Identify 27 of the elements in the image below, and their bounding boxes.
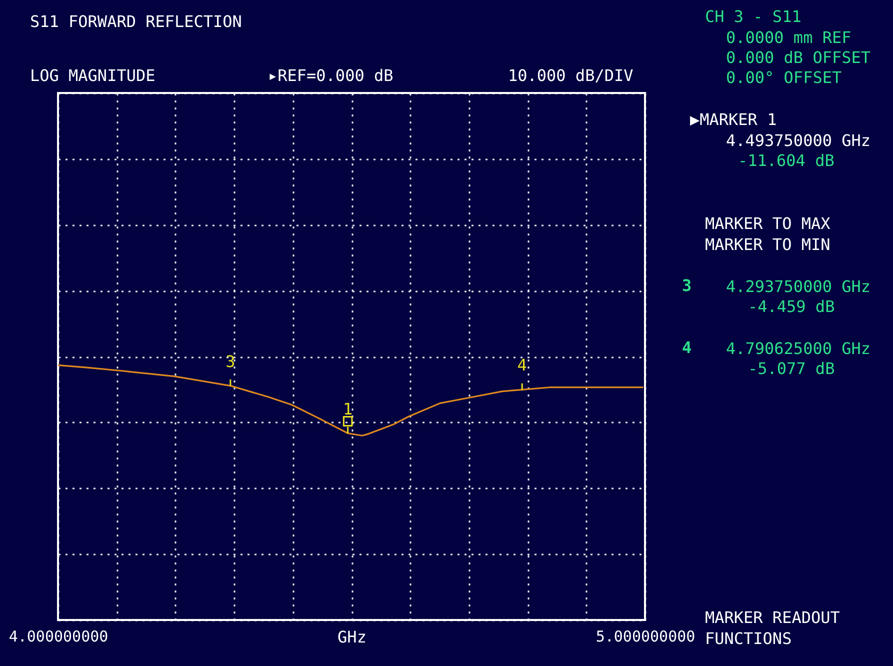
text: 4 — [682, 338, 692, 357]
text: 0.0000 mm REF — [726, 28, 852, 47]
text: 0.00° OFFSET — [726, 68, 842, 87]
annotation: 1 — [343, 399, 353, 418]
text: LOG MAGNITUDE — [30, 66, 156, 85]
text: ▶MARKER 1 — [690, 110, 777, 129]
text: -5.077 dB — [748, 359, 835, 378]
text: 4.293750000 GHz — [726, 277, 870, 296]
text: 10.000 dB/DIV — [508, 66, 634, 85]
x-axis-title: GHz — [338, 628, 366, 646]
x-tick-label: 5.000000000 — [596, 628, 696, 646]
text: 3 — [682, 276, 692, 295]
annotation: 3 — [226, 352, 236, 371]
chart-title: S11 FORWARD REFLECTION — [30, 12, 242, 31]
annotation: 4 — [517, 356, 527, 375]
text: MARKER TO MAX — [705, 214, 831, 233]
text: 0.000 dB OFFSET — [726, 48, 871, 67]
text: ▸REF=0.000 dB — [268, 66, 394, 85]
text: MARKER TO MIN — [705, 235, 830, 254]
text: 4.790625000 GHz — [726, 339, 870, 358]
text: CH 3 - S11 — [705, 7, 802, 26]
x-tick-label: 4.000000000 — [8, 628, 108, 646]
text: FUNCTIONS — [705, 629, 792, 648]
text: 4.493750000 GHz — [726, 131, 870, 150]
text: -4.459 dB — [748, 297, 835, 316]
text: -11.604 dB — [738, 151, 834, 170]
text: MARKER READOUT — [705, 608, 840, 627]
